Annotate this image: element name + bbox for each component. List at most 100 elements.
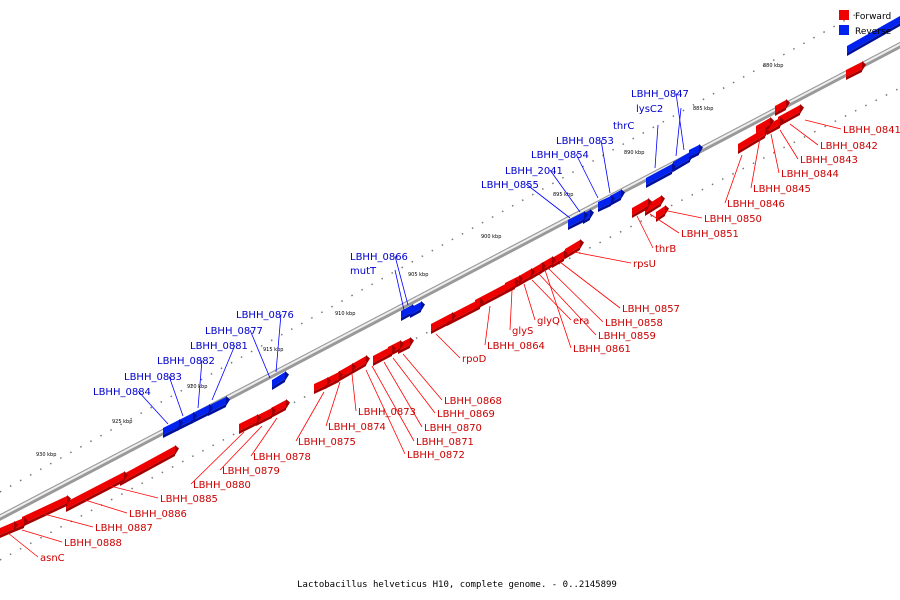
gene-arrowhead bbox=[179, 419, 183, 429]
reverse-gene-feature[interactable] bbox=[689, 144, 703, 160]
gene-label-lbhh-0869[interactable]: LBHH_0869 bbox=[437, 409, 495, 420]
gene-label-lbhh-0870[interactable]: LBHH_0870 bbox=[424, 423, 482, 434]
forward-gene-feature[interactable] bbox=[271, 399, 290, 418]
gene-label-lbhh-0884[interactable]: LBHH_0884 bbox=[93, 387, 151, 398]
forward-gene-feature[interactable] bbox=[22, 495, 71, 527]
forward-gene-feature[interactable] bbox=[767, 117, 784, 135]
gene-body bbox=[0, 522, 14, 535]
gene-shadow bbox=[775, 107, 786, 116]
gene-label-lbhh-0847[interactable]: LBHH_0847 bbox=[631, 89, 689, 100]
gene-shadow bbox=[0, 529, 14, 538]
gene-label-lbhh-0885[interactable]: LBHH_0885 bbox=[160, 494, 218, 505]
forward-gene-feature[interactable] bbox=[738, 127, 769, 154]
gene-label-lbhh-2041[interactable]: LBHH_2041 bbox=[505, 166, 563, 177]
gene-label-lbhh-0872[interactable]: LBHH_0872 bbox=[407, 450, 465, 461]
forward-gene-feature[interactable] bbox=[632, 198, 652, 218]
forward-gene-feature[interactable] bbox=[373, 345, 396, 366]
forward-gene-feature[interactable] bbox=[120, 445, 179, 486]
gene-label-lbhh-0851[interactable]: LBHH_0851 bbox=[681, 229, 739, 240]
gene-label-lbhh-0876[interactable]: LBHH_0876 bbox=[236, 310, 294, 321]
legend-item-forward: Forward bbox=[839, 10, 891, 22]
gene-shadow bbox=[22, 503, 67, 527]
gene-label-lbhh-0874[interactable]: LBHH_0874 bbox=[328, 422, 386, 433]
forward-gene-feature[interactable] bbox=[431, 312, 456, 334]
gene-label-lbhh-0873[interactable]: LBHH_0873 bbox=[358, 407, 416, 418]
gene-label-lysc2[interactable]: lysC2 bbox=[636, 104, 663, 115]
gene-arrowhead bbox=[661, 195, 665, 205]
gene-label-rpsu[interactable]: rpsU bbox=[633, 259, 656, 270]
gene-label-lbhh-0850[interactable]: LBHH_0850 bbox=[704, 214, 762, 225]
forward-gene-feature[interactable] bbox=[552, 250, 568, 268]
gene-label-lbhh-0880[interactable]: LBHH_0880 bbox=[193, 480, 251, 491]
leader-line-lbhh-0841 bbox=[804, 119, 842, 130]
leader-line-rpsu bbox=[573, 251, 632, 264]
gene-label-lbhh-0844[interactable]: LBHH_0844 bbox=[781, 169, 839, 180]
forward-gene-feature[interactable] bbox=[66, 471, 128, 512]
gene-label-lbhh-0843[interactable]: LBHH_0843 bbox=[800, 155, 858, 166]
gene-body bbox=[272, 372, 285, 387]
gene-label-glyq[interactable]: glyQ bbox=[537, 316, 560, 327]
gene-label-lbhh-0846[interactable]: LBHH_0846 bbox=[727, 199, 785, 210]
reverse-gene-feature[interactable] bbox=[410, 301, 425, 318]
gene-label-lbhh-0886[interactable]: LBHH_0886 bbox=[129, 509, 187, 520]
gene-label-lbhh-0845[interactable]: LBHH_0845 bbox=[753, 184, 811, 195]
gene-label-lbhh-0853[interactable]: LBHH_0853 bbox=[556, 136, 614, 147]
gene-label-lbhh-0881[interactable]: LBHH_0881 bbox=[190, 341, 248, 352]
gene-label-lbhh-0888[interactable]: LBHH_0888 bbox=[64, 538, 122, 549]
forward-gene-feature[interactable] bbox=[0, 521, 18, 538]
gene-label-lbhh-0842[interactable]: LBHH_0842 bbox=[820, 141, 878, 152]
gene-label-lbhh-0887[interactable]: LBHH_0887 bbox=[95, 523, 153, 534]
gene-label-lbhh-0883[interactable]: LBHH_0883 bbox=[124, 372, 182, 383]
reverse-gene-feature[interactable] bbox=[272, 371, 289, 390]
forward-gene-feature[interactable] bbox=[475, 278, 519, 310]
gene-label-lbhh-0879[interactable]: LBHH_0879 bbox=[222, 466, 280, 477]
gene-label-lbhh-0871[interactable]: LBHH_0871 bbox=[416, 437, 474, 448]
reverse-gene-feature[interactable] bbox=[208, 396, 230, 416]
reverse-gene-feature[interactable] bbox=[847, 15, 900, 56]
reverse-gene-feature[interactable] bbox=[646, 163, 676, 188]
forward-gene-feature[interactable] bbox=[239, 414, 261, 434]
gene-shadow bbox=[325, 379, 339, 389]
gene-label-mutt[interactable]: mutT bbox=[350, 266, 377, 277]
gene-label-lbhh-0858[interactable]: LBHH_0858 bbox=[605, 318, 663, 329]
leader-line-lbhh-0882 bbox=[197, 359, 203, 409]
gene-label-lbhh-0882[interactable]: LBHH_0882 bbox=[157, 356, 215, 367]
forward-gene-feature[interactable] bbox=[565, 239, 584, 259]
gene-label-lbhh-0841[interactable]: LBHH_0841 bbox=[843, 125, 900, 136]
forward-gene-feature[interactable] bbox=[846, 61, 866, 80]
gene-label-thrb[interactable]: thrB bbox=[655, 244, 676, 255]
gene-label-lbhh-0857[interactable]: LBHH_0857 bbox=[622, 304, 680, 315]
gene-body bbox=[314, 378, 327, 391]
gene-label-thrc[interactable]: thrC bbox=[613, 121, 634, 132]
forward-gene-feature[interactable] bbox=[314, 377, 331, 394]
gene-label-lbhh-0859[interactable]: LBHH_0859 bbox=[598, 331, 656, 342]
gene-shadow bbox=[271, 407, 286, 418]
gene-label-rpod[interactable]: rpoD bbox=[462, 354, 487, 365]
gene-label-lbhh-0854[interactable]: LBHH_0854 bbox=[531, 150, 589, 161]
gene-label-lbhh-0877[interactable]: LBHH_0877 bbox=[205, 326, 263, 337]
gene-label-lbhh-0868[interactable]: LBHH_0868 bbox=[444, 396, 502, 407]
forward-gene-feature[interactable] bbox=[775, 99, 790, 116]
forward-gene-feature[interactable] bbox=[778, 104, 804, 127]
forward-gene-feature[interactable] bbox=[352, 355, 370, 374]
gene-label-lbhh-0855[interactable]: LBHH_0855 bbox=[481, 180, 539, 191]
gene-label-lbhh-0866[interactable]: LBHH_0866 bbox=[350, 252, 408, 263]
gene-label-era[interactable]: era bbox=[573, 316, 589, 327]
gene-label-asnc[interactable]: asnC bbox=[40, 553, 65, 564]
gene-label-lbhh-0864[interactable]: LBHH_0864 bbox=[487, 341, 545, 352]
tick-label-915-kbp: 915 kbp bbox=[263, 347, 283, 353]
reverse-gene-feature[interactable] bbox=[568, 211, 588, 230]
gene-label-lbhh-0861[interactable]: LBHH_0861 bbox=[573, 344, 631, 355]
reverse-gene-feature[interactable] bbox=[598, 195, 615, 212]
forward-gene-feature[interactable] bbox=[447, 298, 484, 326]
gene-shadow bbox=[272, 379, 285, 390]
gene-label-lbhh-0878[interactable]: LBHH_0878 bbox=[253, 452, 311, 463]
forward-gene-feature[interactable] bbox=[645, 195, 665, 216]
forward-gene-feature[interactable] bbox=[256, 407, 276, 426]
gene-body bbox=[373, 346, 392, 363]
gene-label-lbhh-0875[interactable]: LBHH_0875 bbox=[298, 437, 356, 448]
reverse-gene-feature[interactable] bbox=[163, 419, 183, 438]
gene-arrowhead bbox=[286, 399, 290, 409]
gene-label-glys[interactable]: glyS bbox=[512, 326, 533, 337]
tick-label-930-kbp: 930 kbp bbox=[36, 452, 56, 458]
